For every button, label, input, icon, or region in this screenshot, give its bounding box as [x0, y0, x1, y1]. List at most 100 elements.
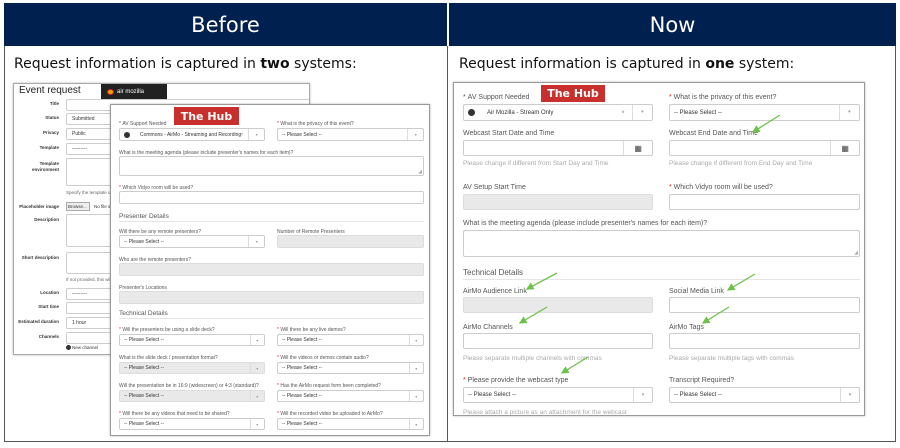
- tech-field-label: Will the presentation be in 16:9 (widesc…: [119, 383, 259, 389]
- label-text: Will there be any remote presenters?: [119, 229, 201, 235]
- chevron-down-icon[interactable]: ▾: [631, 105, 652, 120]
- chevron-down-icon[interactable]: ▾: [839, 388, 859, 402]
- arrow-webcast-type: [560, 356, 589, 374]
- tech-field-label: * Will the presenters be using a slide d…: [119, 327, 215, 333]
- channels-input[interactable]: [463, 333, 653, 349]
- chevron-down-icon[interactable]: ▾: [632, 388, 652, 402]
- remote-count-input[interactable]: [277, 235, 424, 248]
- vidyo-label: * Which Vidyo room will be used?: [119, 185, 193, 191]
- tech-field-label: What is the slide deck / presentation fo…: [119, 355, 218, 361]
- social-link-input[interactable]: [669, 297, 860, 313]
- chevron-down-icon[interactable]: ▾: [408, 363, 423, 373]
- label-text: Presenter's Locations: [119, 285, 167, 291]
- required-asterisk: *: [277, 383, 281, 389]
- browse-button[interactable]: Browse...: [66, 202, 90, 211]
- label-text: AV Setup Start Time: [463, 184, 526, 191]
- tech-field-select[interactable]: -- Please Select -- ▾: [119, 390, 265, 402]
- intro-bold: one: [705, 56, 735, 72]
- webcast-start-input[interactable]: ▦: [463, 140, 653, 156]
- label-text: Webcast End Date and Time: [669, 130, 758, 137]
- transcript-select[interactable]: -- Please Select -- ▾: [669, 387, 860, 403]
- av-setup-input[interactable]: [463, 194, 653, 210]
- new-channel-button[interactable]: New channel: [66, 345, 98, 350]
- resize-handle-icon[interactable]: ◢: [418, 169, 422, 175]
- field-value: -- Please Select --: [124, 421, 165, 427]
- chevron-down-icon[interactable]: ▾: [248, 129, 264, 140]
- who-input[interactable]: [119, 263, 424, 276]
- label-text: Will the presentation be in 16:9 (widesc…: [119, 383, 259, 389]
- chevron-down-icon[interactable]: ▾: [838, 105, 859, 120]
- label-text: Will the videos or demos contain audio?: [280, 355, 369, 361]
- clear-icon[interactable]: ×: [621, 109, 625, 116]
- remote-count-label: Number of Remote Presenters: [277, 229, 345, 235]
- locations-input[interactable]: [119, 291, 424, 304]
- now-cell: [447, 46, 896, 442]
- chevron-down-icon[interactable]: ▾: [249, 391, 264, 401]
- label-text: AV Support Needed: [467, 94, 530, 101]
- field-label-3: Template: [39, 145, 59, 150]
- locations-label: Presenter's Locations: [119, 285, 167, 291]
- tags-input[interactable]: [669, 333, 860, 349]
- tags-hint: Please separate multiple tags with comma…: [669, 355, 795, 362]
- tech-field-select[interactable]: -- Please Select -- ▾: [277, 362, 424, 374]
- calendar-icon[interactable]: ▦: [830, 141, 859, 155]
- tech-field-select[interactable]: -- Please Select -- ▾: [277, 390, 424, 402]
- agenda-textarea[interactable]: ◢: [119, 156, 424, 176]
- field-value: -- Please Select --: [674, 109, 723, 116]
- audience-link-input[interactable]: [463, 297, 653, 313]
- remote-presenters-label: Will there be any remote presenters?: [119, 229, 201, 235]
- calendar-icon[interactable]: ▦: [623, 141, 652, 155]
- channels-hint: Please separate multiple channels with c…: [463, 355, 602, 362]
- field-value: -- Please Select --: [282, 393, 323, 399]
- agenda-textarea[interactable]: ◢: [463, 230, 860, 257]
- template-hint: Specify the template u: [66, 190, 111, 195]
- webcast-type-select[interactable]: -- Please Select -- ▾: [463, 387, 653, 403]
- tech-field-select[interactable]: -- Please Select -- ▾: [119, 334, 265, 346]
- arrow-social-link: [726, 273, 756, 291]
- tech-field-select[interactable]: -- Please Select -- ▾: [277, 334, 424, 346]
- required-asterisk: *: [277, 121, 281, 127]
- field-value: ---------: [72, 146, 87, 152]
- av-support-label: * AV Support Needed: [119, 121, 166, 127]
- chevron-down-icon[interactable]: ▾: [407, 129, 423, 140]
- tech-field-select[interactable]: -- Please Select -- ▾: [277, 418, 424, 430]
- field-label-2: Privacy: [42, 130, 59, 135]
- who-label: Who are the remote presenters?: [119, 257, 191, 263]
- required-asterisk: *: [463, 94, 468, 101]
- label-text: What is the meeting agenda (please inclu…: [463, 220, 708, 227]
- field-label-8: Location: [40, 290, 59, 295]
- field-label-10: Estimated duration: [18, 319, 59, 324]
- chevron-down-icon[interactable]: ▾: [248, 236, 264, 247]
- field-value: 1 hour: [72, 320, 87, 326]
- label-text: Who are the remote presenters?: [119, 257, 191, 263]
- tech-field-select[interactable]: -- Please Select -- ▾: [119, 362, 265, 374]
- intro-text: Request information is captured in: [14, 56, 261, 72]
- av-setup-label: AV Setup Start Time: [463, 184, 526, 191]
- webcast-end-input[interactable]: ▦: [669, 140, 860, 156]
- remote-presenters-select[interactable]: -- Please Select -- ▾: [119, 235, 265, 248]
- chevron-down-icon[interactable]: ▾: [249, 363, 264, 373]
- chevron-down-icon[interactable]: ▾: [408, 419, 423, 429]
- tech-field-label: * Will there be any videos that need to …: [119, 411, 230, 417]
- label-text: What is the privacy of this event?: [280, 121, 354, 127]
- chevron-down-icon[interactable]: ▾: [408, 391, 423, 401]
- vidyo-input[interactable]: [669, 194, 860, 210]
- vidyo-input[interactable]: [119, 191, 424, 204]
- field-value: -- Please Select --: [674, 392, 723, 398]
- chevron-down-icon[interactable]: ▾: [249, 335, 264, 345]
- chevron-down-icon[interactable]: ▾: [249, 419, 264, 429]
- tech-field-label: * Will there be any live demos?: [277, 327, 346, 333]
- privacy-select[interactable]: -- Please Select -- ▾: [669, 104, 860, 121]
- privacy-select[interactable]: -- Please Select -- ▾: [277, 128, 424, 141]
- av-support-select[interactable]: Air Mozilla - Stream Only × ▾: [463, 104, 653, 121]
- field-value: -- Please Select --: [124, 393, 165, 399]
- required-asterisk: *: [463, 377, 468, 384]
- av-support-select[interactable]: Commons - AirMo - Streaming and Recordin…: [119, 128, 265, 141]
- resize-handle-icon[interactable]: ◢: [854, 250, 858, 256]
- social-link-label: Social Media Link: [669, 288, 724, 295]
- field-value: Commons - AirMo - Streaming and Recordin…: [140, 131, 242, 138]
- chevron-down-icon[interactable]: ▾: [408, 335, 423, 345]
- clear-icon[interactable]: ×: [240, 131, 244, 138]
- logo-text: air mozilla: [117, 88, 145, 95]
- tech-field-select[interactable]: -- Please Select -- ▾: [119, 418, 265, 430]
